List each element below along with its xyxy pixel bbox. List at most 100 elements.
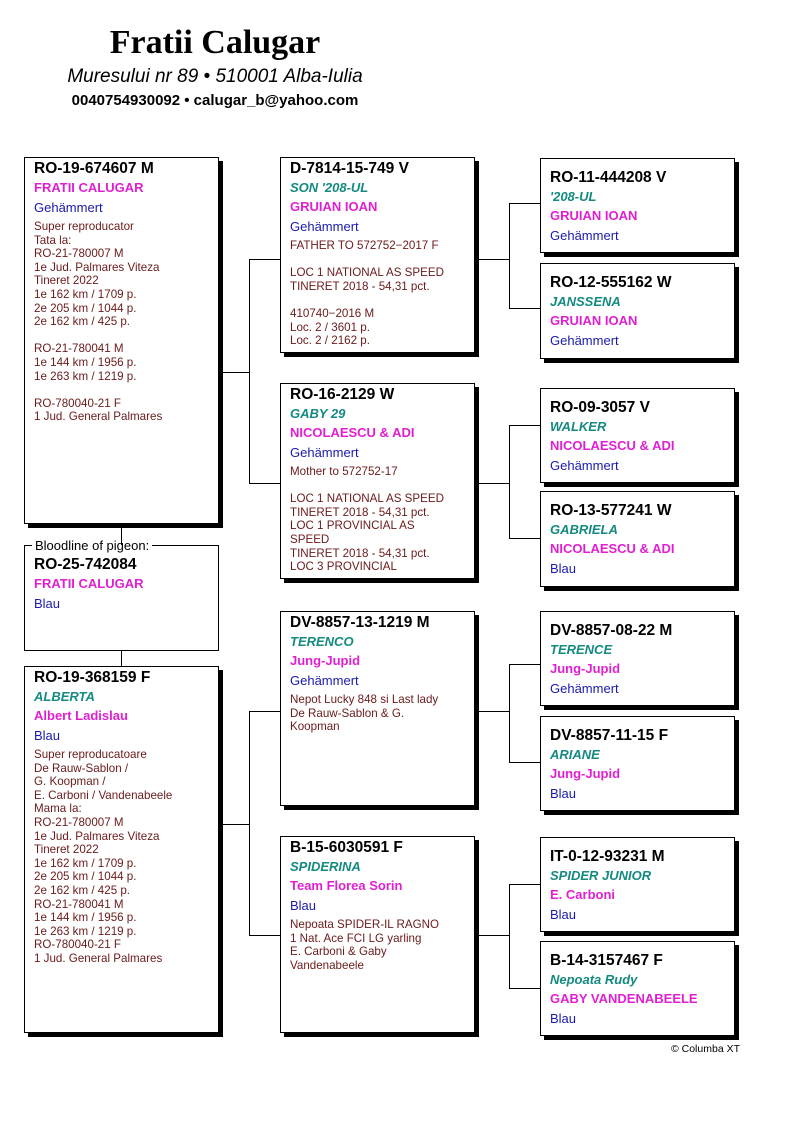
pigeon-name: SON '208-UL: [290, 180, 369, 195]
connector-line: [479, 711, 509, 712]
pigeon-notes: Super reproducatoare De Rauw-Sablon / G.…: [34, 748, 173, 965]
pigeon-ring: D-7814-15-749 V: [290, 160, 409, 177]
connector-line: [509, 538, 540, 539]
pedigree-box: RO-19-674607 M FRATII CALUGAR Gehämmert Sup…: [24, 157, 219, 524]
connector-line: [249, 483, 280, 484]
connector-line: [509, 762, 540, 763]
connector-line: [479, 483, 509, 484]
connector-line: [479, 259, 509, 260]
pedigree-box: RO-11-444208 V '208-UL GRUIAN IOAN Gehämmer…: [540, 158, 735, 253]
connector-line: [509, 884, 510, 989]
pigeon-name: ALBERTA: [34, 689, 95, 704]
subject-ring: RO-25-742084: [34, 556, 137, 573]
pedigree-box: DV-8857-13-1219 M TERENCO Jung-Jupid Gehämm…: [280, 611, 475, 806]
pigeon-ring: RO-16-2129 W: [290, 386, 395, 403]
connector-line: [249, 711, 250, 936]
pigeon-notes: Mother to 572752-17 LOC 1 NATIONAL AS SP…: [290, 465, 444, 574]
pedigree-box: RO-13-577241 W GABRIELA NICOLAESCU & ADI Bl…: [540, 491, 735, 587]
pigeon-owner: Albert Ladislau: [34, 708, 128, 723]
pigeon-color: Gehämmert: [290, 219, 359, 234]
pedigree-box: RO-16-2129 W GABY 29 NICOLAESCU & ADI Gehäm…: [280, 383, 475, 579]
pigeon-color: Gehämmert: [290, 445, 359, 460]
pigeon-owner: GABY VANDENABEELE: [550, 991, 698, 1006]
pigeon-ring: DV-8857-13-1219 M: [290, 614, 430, 631]
copyright: © Columba XT: [670, 1043, 740, 1055]
connector-line: [249, 711, 280, 712]
pigeon-ring: RO-12-555162 W: [550, 274, 672, 291]
pigeon-color: Blau: [550, 1011, 577, 1026]
pigeon-color: Blau: [550, 561, 577, 576]
pigeon-color: Blau: [550, 907, 577, 922]
pigeon-color: Gehämmert: [34, 200, 103, 215]
connector-line: [121, 651, 122, 666]
breeder-name: Fratii Calugar: [109, 24, 321, 61]
connector-line: [509, 308, 540, 309]
pedigree-box: RO-12-555162 W JANSSENA GRUIAN IOAN Gehämme…: [540, 263, 735, 359]
connector-line: [249, 259, 250, 484]
pigeon-ring: RO-11-444208 V: [550, 169, 667, 186]
pigeon-owner: NICOLAESCU & ADI: [290, 425, 415, 440]
pigeon-owner: NICOLAESCU & ADI: [550, 438, 675, 453]
connector-line: [509, 988, 540, 989]
pigeon-color: Blau: [290, 898, 317, 913]
pedigree-box: B-15-6030591 F SPIDERINA Team Florea Sorin…: [280, 836, 475, 1033]
pigeon-notes: Super reproducator Tata la: RO-21-780007…: [34, 220, 163, 424]
pigeon-name: TERENCE: [550, 642, 613, 657]
connector-line: [249, 935, 280, 936]
pigeon-ring: RO-19-674607 M: [34, 160, 154, 177]
pigeon-name: '208-UL: [550, 189, 597, 204]
connector-line: [223, 372, 249, 373]
pigeon-notes: Nepoata SPIDER-IL RAGNO 1 Nat. Ace FCI L…: [290, 918, 440, 972]
pigeon-owner: NICOLAESCU & ADI: [550, 541, 675, 556]
pigeon-ring: DV-8857-11-15 F: [550, 727, 669, 744]
pigeon-notes: FATHER TO 572752−2017 F LOC 1 NATIONAL A…: [290, 239, 444, 348]
pigeon-color: Gehämmert: [550, 458, 619, 473]
connector-line: [509, 664, 510, 763]
connector-line: [121, 527, 122, 545]
connector-line: [509, 203, 540, 204]
connector-line: [509, 884, 540, 885]
pigeon-ring: RO-13-577241 W: [550, 502, 672, 519]
pigeon-owner: Jung-Jupid: [550, 766, 621, 781]
pigeon-name: SPIDERINA: [290, 859, 361, 874]
pigeon-name: WALKER: [550, 419, 607, 434]
connector-line: [509, 203, 510, 309]
pedigree-box: B-14-3157467 F Nepoata Rudy GABY VANDENABE…: [540, 941, 735, 1036]
connector-line: [509, 425, 510, 539]
connector-line: [479, 935, 509, 936]
pigeon-color: Blau: [550, 786, 577, 801]
pigeon-owner: GRUIAN IOAN: [550, 208, 638, 223]
pedigree-box: D-7814-15-749 V SON '208-UL GRUIAN IOAN Geh…: [280, 157, 475, 353]
pigeon-name: SPIDER JUNIOR: [550, 868, 652, 883]
pigeon-ring: DV-8857-08-22 M: [550, 622, 673, 639]
pigeon-color: Gehämmert: [550, 228, 619, 243]
pigeon-color: Blau: [34, 728, 61, 743]
subject-color: Blau: [34, 596, 61, 611]
pigeon-notes: Nepot Lucky 848 si Last lady De Rauw-Sab…: [290, 693, 439, 734]
breeder-address: Muresului nr 89 • 510001 Alba-Iulia: [67, 66, 363, 87]
pigeon-ring: B-14-3157467 F: [550, 952, 663, 969]
pedigree-box: DV-8857-08-22 M TERENCE Jung-Jupid Gehämmer…: [540, 611, 735, 706]
pigeon-owner: Jung-Jupid: [550, 661, 621, 676]
pigeon-owner: Jung-Jupid: [290, 653, 361, 668]
pigeon-color: Gehämmert: [550, 681, 619, 696]
pigeon-name: ARIANE: [550, 747, 600, 762]
subject-owner: FRATII CALUGAR: [34, 576, 144, 591]
pigeon-name: JANSSENA: [550, 294, 621, 309]
pigeon-ring: RO-09-3057 V: [550, 399, 650, 416]
pigeon-owner: FRATII CALUGAR: [34, 180, 144, 195]
pigeon-owner: GRUIAN IOAN: [290, 199, 378, 214]
subject-pigeon-box: RO-25-742084 FRATII CALUGAR Blau: [24, 545, 219, 651]
pigeon-name: GABRIELA: [550, 522, 618, 537]
pedigree-box: RO-09-3057 V WALKER NICOLAESCU & ADI Gehämm…: [540, 388, 735, 483]
bloodline-label: Bloodline of pigeon:: [32, 538, 153, 553]
breeder-contact: 0040754930092 • calugar_b@yahoo.com: [71, 92, 359, 109]
connector-line: [509, 664, 540, 665]
pigeon-owner: Team Florea Sorin: [290, 878, 403, 893]
pigeon-name: GABY 29: [290, 406, 346, 421]
pigeon-ring: IT-0-12-93231 M: [550, 848, 665, 865]
pedigree-box: DV-8857-11-15 F ARIANE Jung-Jupid Blau: [540, 716, 735, 811]
pigeon-color: Gehämmert: [290, 673, 359, 688]
connector-line: [249, 259, 280, 260]
pigeon-ring: B-15-6030591 F: [290, 839, 403, 856]
